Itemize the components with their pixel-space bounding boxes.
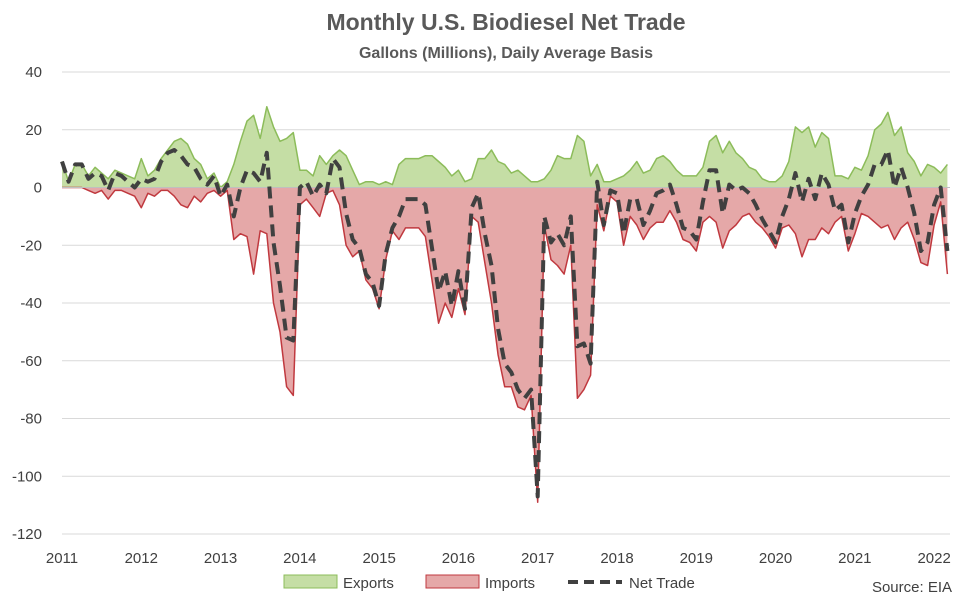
y-tick-label--100: -100 <box>12 468 42 485</box>
exports-outline <box>61 105 948 189</box>
exports-area <box>62 106 948 188</box>
x-tick-label-2011: 2011 <box>46 550 78 567</box>
x-tick-label-2012: 2012 <box>125 550 158 567</box>
x-tick-label-2021: 2021 <box>838 550 871 567</box>
x-tick-label-2022: 2022 <box>917 550 950 567</box>
legend-imports-label: Imports <box>485 575 535 592</box>
y-tick-label--60: -60 <box>20 353 42 370</box>
area-series <box>61 105 950 503</box>
y-tick-label--120: -120 <box>12 526 42 543</box>
y-tick-label-20: 20 <box>25 122 42 139</box>
net-trade-line-group <box>60 148 950 499</box>
y-axis-tick-labels: 40 20 0 -20 -40 -60 -80 -100 -120 <box>12 64 42 543</box>
x-tick-label-2015: 2015 <box>362 550 395 567</box>
x-tick-label-2017: 2017 <box>521 550 554 567</box>
imports-outline <box>62 186 949 503</box>
chart-title: Monthly U.S. Biodiesel Net Trade <box>326 9 685 35</box>
chart-subtitle: Gallons (Millions), Daily Average Basis <box>359 45 653 62</box>
y-tick-label--80: -80 <box>20 411 42 428</box>
x-tick-label-2014: 2014 <box>283 550 316 567</box>
net-trade-line <box>60 148 950 499</box>
y-tick-label--20: -20 <box>20 237 42 254</box>
imports-area <box>62 187 948 503</box>
legend-net-trade-label: Net Trade <box>629 575 695 592</box>
x-axis-tick-labels: 2011 2012 2013 2014 2015 2016 2017 2018 2019 2020… <box>46 550 951 567</box>
x-tick-label-2020: 2020 <box>759 550 792 567</box>
x-tick-label-2018: 2018 <box>600 550 633 567</box>
legend-exports-label: Exports <box>343 575 394 592</box>
source-note: Source: EIA <box>872 579 952 596</box>
legend-exports-swatch <box>283 574 338 589</box>
legend: Exports Imports Net Trade <box>283 574 695 592</box>
legend-imports-swatch <box>425 574 480 589</box>
y-tick-label-0: 0 <box>34 180 42 197</box>
x-tick-label-2019: 2019 <box>680 550 713 567</box>
y-tick-label--40: -40 <box>20 295 42 312</box>
y-tick-label-40: 40 <box>25 64 42 81</box>
x-tick-label-2016: 2016 <box>442 550 475 567</box>
x-tick-label-2013: 2013 <box>204 550 237 567</box>
